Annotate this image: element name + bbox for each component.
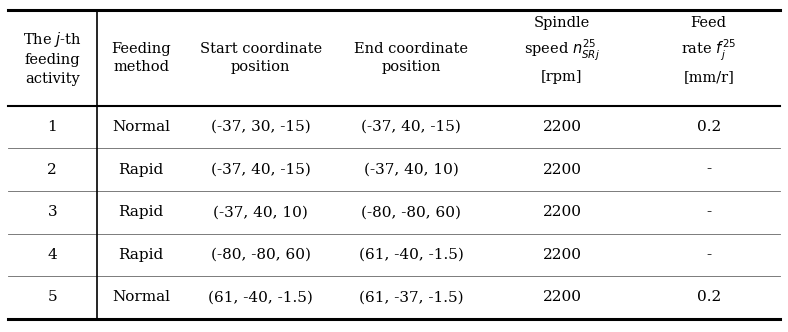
Text: Spindle: Spindle xyxy=(533,16,590,30)
Text: End coordinate
position: End coordinate position xyxy=(355,42,468,74)
Text: 3: 3 xyxy=(47,205,57,219)
Text: 2200: 2200 xyxy=(542,163,582,177)
Text: Feed: Feed xyxy=(691,16,727,30)
Text: 2200: 2200 xyxy=(542,120,582,134)
Text: (-37, 40, 10): (-37, 40, 10) xyxy=(364,163,459,177)
Text: rate $f_j^{25}$: rate $f_j^{25}$ xyxy=(681,38,736,63)
Text: Rapid: Rapid xyxy=(118,248,164,262)
Text: 0.2: 0.2 xyxy=(697,290,721,304)
Text: 2200: 2200 xyxy=(542,290,582,304)
Text: [rpm]: [rpm] xyxy=(541,70,582,84)
Text: [mm/r]: [mm/r] xyxy=(683,70,734,84)
Text: (61, -37, -1.5): (61, -37, -1.5) xyxy=(359,290,463,304)
Text: 1: 1 xyxy=(47,120,58,134)
Text: 0.2: 0.2 xyxy=(697,120,721,134)
Text: Normal: Normal xyxy=(112,120,170,134)
Text: Start coordinate
position: Start coordinate position xyxy=(199,42,322,74)
Text: (61, -40, -1.5): (61, -40, -1.5) xyxy=(359,248,464,262)
Text: -: - xyxy=(706,248,712,262)
Text: Rapid: Rapid xyxy=(118,163,164,177)
Text: Rapid: Rapid xyxy=(118,205,164,219)
Text: Feeding
method: Feeding method xyxy=(111,42,171,74)
Text: (-80, -80, 60): (-80, -80, 60) xyxy=(362,205,462,219)
Text: 2200: 2200 xyxy=(542,205,582,219)
Text: (-37, 40, 10): (-37, 40, 10) xyxy=(214,205,308,219)
Text: 2: 2 xyxy=(47,163,58,177)
Text: Normal: Normal xyxy=(112,290,170,304)
Text: (-37, 40, -15): (-37, 40, -15) xyxy=(362,120,461,134)
Text: (61, -40, -1.5): (61, -40, -1.5) xyxy=(208,290,313,304)
Text: (-37, 30, -15): (-37, 30, -15) xyxy=(211,120,310,134)
Text: -: - xyxy=(706,163,712,177)
Text: 4: 4 xyxy=(47,248,58,262)
Text: -: - xyxy=(706,205,712,219)
Text: The $j$-th
feeding
activity: The $j$-th feeding activity xyxy=(23,30,81,86)
Text: speed $n_{SRj}^{25}$: speed $n_{SRj}^{25}$ xyxy=(524,38,600,63)
Text: 5: 5 xyxy=(47,290,57,304)
Text: (-37, 40, -15): (-37, 40, -15) xyxy=(211,163,310,177)
Text: 2200: 2200 xyxy=(542,248,582,262)
Text: (-80, -80, 60): (-80, -80, 60) xyxy=(210,248,310,262)
